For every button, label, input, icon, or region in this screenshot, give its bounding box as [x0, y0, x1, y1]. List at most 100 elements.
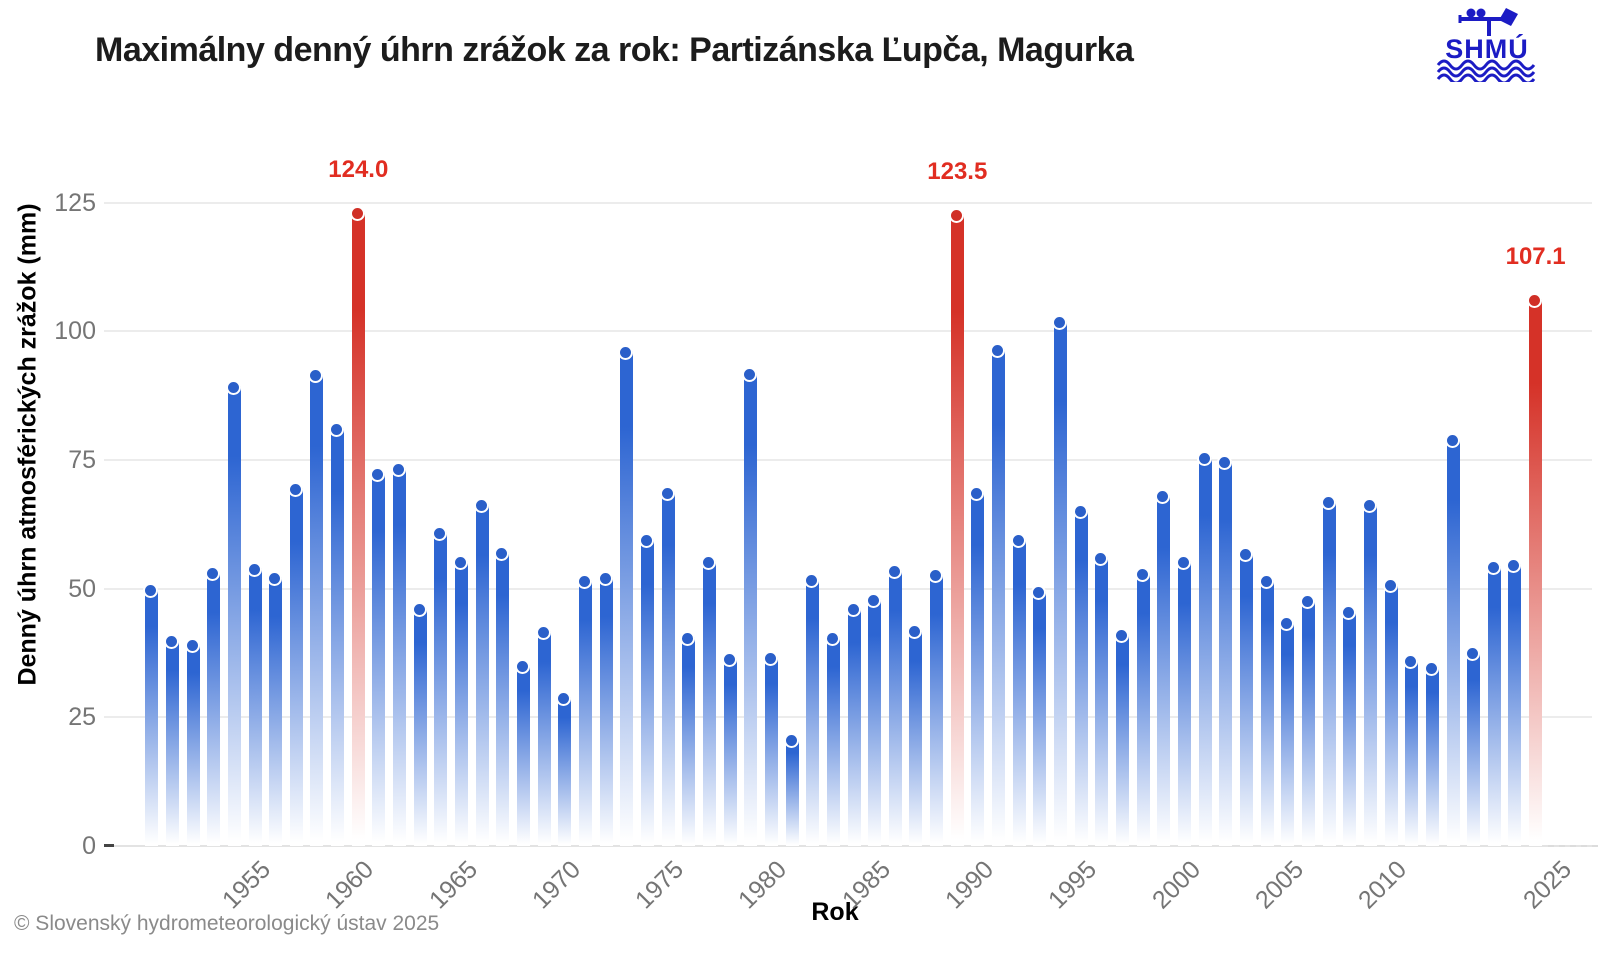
bar-cap-1999	[1155, 488, 1171, 504]
bar-1979[interactable]	[742, 367, 758, 846]
bar-1973[interactable]	[618, 344, 634, 846]
bar-2016[interactable]	[1506, 558, 1522, 846]
bar-1961[interactable]	[370, 466, 386, 846]
bar-1956[interactable]	[267, 571, 283, 846]
bar-1983[interactable]	[824, 630, 840, 846]
bar-1982[interactable]	[804, 573, 820, 846]
bar-2007[interactable]	[1320, 495, 1336, 846]
bar-1996[interactable]	[1093, 551, 1109, 846]
bar-cap-1953	[205, 566, 221, 581]
bar-1999[interactable]	[1155, 488, 1171, 846]
gridline-0	[104, 845, 1592, 847]
bar-1970[interactable]	[556, 690, 572, 846]
bar-1978[interactable]	[721, 652, 737, 846]
bar-cap-1994	[1052, 314, 1068, 330]
bar-2000[interactable]	[1176, 555, 1191, 846]
bar-2012[interactable]	[1423, 660, 1439, 846]
bar-1964[interactable]	[432, 526, 448, 846]
bar-cap-1974	[638, 533, 654, 549]
bar-1959[interactable]	[329, 422, 345, 846]
x-tick-label-2010: 2010	[1353, 855, 1413, 915]
bar-1976[interactable]	[680, 631, 696, 846]
bar-cap-1979	[742, 367, 758, 383]
bar-2008[interactable]	[1341, 605, 1357, 846]
bar-cap-2012	[1423, 660, 1439, 676]
bar-2009[interactable]	[1361, 498, 1377, 846]
bar-cap-1995	[1072, 504, 1088, 520]
bar-1957[interactable]	[287, 482, 303, 846]
bar-1988[interactable]	[928, 568, 944, 846]
bar-cap-1950	[143, 582, 159, 598]
bar-1950[interactable]	[143, 582, 159, 846]
bar-2025[interactable]	[1527, 292, 1543, 846]
bar-1987[interactable]	[907, 623, 923, 846]
bar-1960[interactable]	[349, 205, 365, 846]
bar-cap-1959	[329, 422, 345, 438]
bar-cap-1998	[1134, 566, 1150, 582]
bar-1998[interactable]	[1134, 566, 1150, 846]
bar-1974[interactable]	[638, 533, 654, 846]
bar-cap-1978	[721, 652, 737, 668]
bar-2001[interactable]	[1196, 450, 1212, 846]
bar-cap-1973	[618, 344, 634, 360]
bar-cap-2004	[1258, 574, 1274, 590]
bar-1984[interactable]	[845, 601, 861, 846]
bar-2013[interactable]	[1444, 433, 1460, 846]
bar-cap-1985	[866, 592, 882, 608]
record-value-label-1960: 124.0	[328, 155, 389, 183]
bar-1968[interactable]	[515, 658, 531, 846]
y-tick-label-125: 125	[54, 188, 96, 217]
bar-cap-1982	[804, 573, 820, 589]
bar-1997[interactable]	[1114, 627, 1130, 846]
bar-cap-1957	[287, 482, 303, 498]
bar-1955[interactable]	[246, 562, 262, 846]
bar-cap-2025	[1527, 292, 1543, 308]
x-axis-title: Rok	[811, 898, 859, 926]
bar-2006[interactable]	[1299, 593, 1315, 846]
bar-1980[interactable]	[762, 650, 778, 846]
bar-2002[interactable]	[1217, 455, 1233, 846]
bar-1977[interactable]	[700, 554, 716, 846]
bar-1966[interactable]	[473, 497, 489, 846]
gridline-75	[104, 458, 1592, 461]
bar-1989[interactable]	[948, 208, 964, 846]
bar-1971[interactable]	[577, 574, 592, 846]
bar-1962[interactable]	[391, 461, 407, 846]
bar-1990[interactable]	[969, 485, 985, 846]
bar-2014[interactable]	[1465, 646, 1481, 846]
bar-1993[interactable]	[1031, 584, 1047, 846]
bar-2004[interactable]	[1258, 574, 1274, 846]
bar-2003[interactable]	[1237, 547, 1253, 846]
bar-1972[interactable]	[597, 570, 613, 846]
bar-1951[interactable]	[163, 634, 179, 846]
bar-1995[interactable]	[1072, 504, 1088, 846]
bar-2010[interactable]	[1382, 577, 1398, 846]
bar-cap-1997	[1114, 627, 1130, 643]
bar-1975[interactable]	[659, 486, 675, 846]
bar-1992[interactable]	[1010, 533, 1026, 846]
bar-2015[interactable]	[1485, 559, 1501, 846]
bar-1963[interactable]	[411, 601, 427, 846]
bar-2005[interactable]	[1279, 616, 1295, 846]
bar-1953[interactable]	[205, 566, 221, 846]
bar-1969[interactable]	[535, 625, 551, 846]
bar-1981[interactable]	[783, 732, 799, 846]
bar-cap-1976	[680, 631, 696, 647]
bar-cap-2009	[1361, 498, 1377, 514]
bar-cap-1952	[184, 637, 200, 653]
bar-1967[interactable]	[494, 546, 510, 846]
bar-1991[interactable]	[990, 342, 1006, 846]
bar-1952[interactable]	[184, 637, 200, 846]
bar-1965[interactable]	[453, 555, 469, 846]
bar-cap-1981	[783, 732, 799, 748]
bar-1986[interactable]	[886, 564, 902, 846]
bar-1985[interactable]	[866, 592, 882, 846]
y-tick-label-100: 100	[54, 317, 96, 346]
bar-1994[interactable]	[1052, 314, 1068, 846]
bar-cap-1969	[535, 625, 551, 641]
bar-1954[interactable]	[225, 379, 241, 846]
bar-2011[interactable]	[1403, 654, 1419, 846]
bar-1958[interactable]	[308, 367, 324, 846]
bar-cap-1989	[948, 208, 964, 224]
copyright-credit: © Slovenský hydrometeorologický ústav 20…	[14, 912, 440, 935]
